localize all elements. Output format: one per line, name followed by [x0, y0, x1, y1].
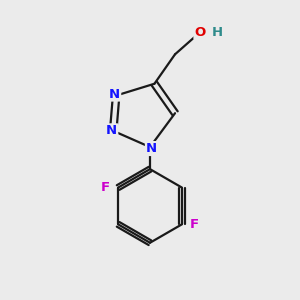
Text: N: N — [106, 124, 117, 137]
Text: F: F — [101, 181, 110, 194]
Text: O: O — [194, 26, 206, 39]
Text: F: F — [190, 218, 199, 231]
Text: N: N — [109, 88, 120, 100]
Text: H: H — [212, 26, 223, 39]
Text: N: N — [146, 142, 157, 155]
